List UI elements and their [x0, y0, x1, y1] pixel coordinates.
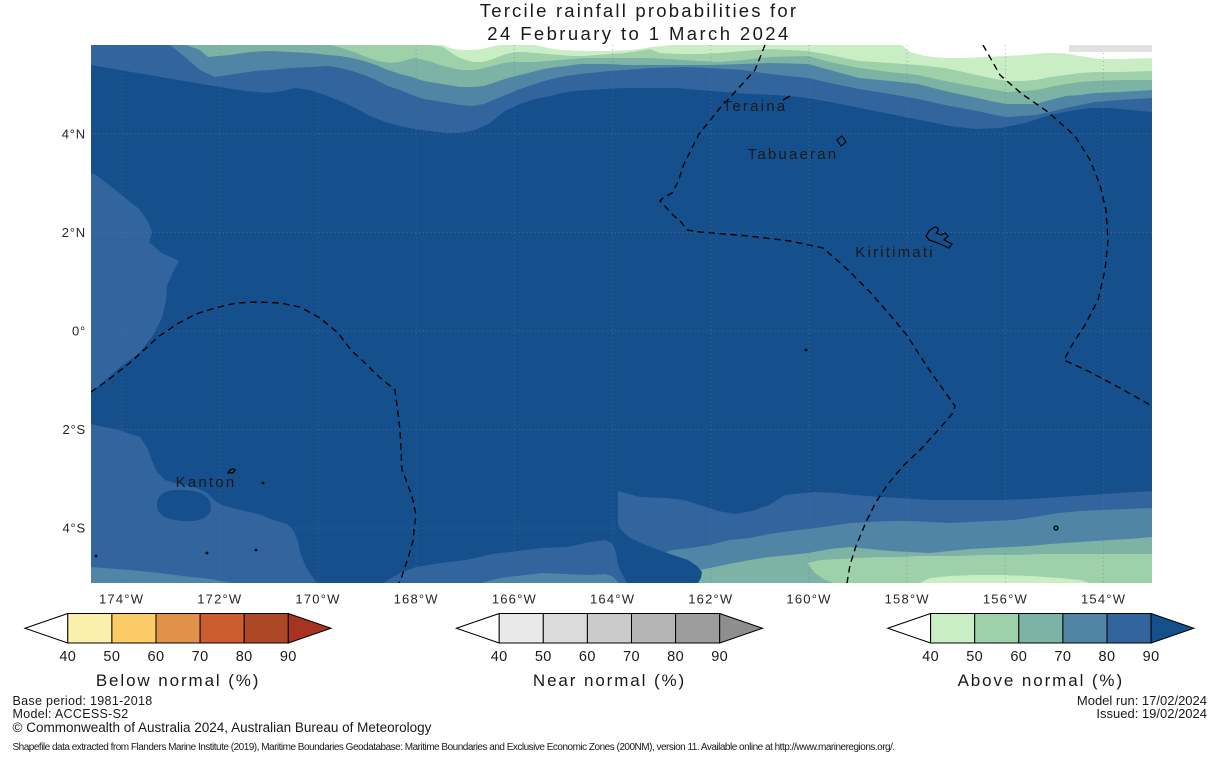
svg-text:© Commonwealth of Australia 20: © Commonwealth of Australia 2024, Austra…	[13, 720, 432, 735]
svg-text:174°W: 174°W	[99, 592, 144, 607]
svg-text:166°W: 166°W	[492, 592, 537, 607]
svg-text:50: 50	[535, 649, 552, 665]
svg-text:156°W: 156°W	[983, 592, 1028, 607]
svg-text:2°N: 2°N	[62, 225, 86, 240]
svg-text:154°W: 154°W	[1081, 592, 1126, 607]
svg-text:Kiritimati: Kiritimati	[855, 244, 935, 261]
svg-text:4°S: 4°S	[63, 521, 87, 536]
svg-text:4°N: 4°N	[62, 127, 86, 142]
svg-text:158°W: 158°W	[885, 592, 930, 607]
svg-text:172°W: 172°W	[197, 592, 242, 607]
svg-text:50: 50	[103, 649, 120, 665]
svg-text:Below normal (%): Below normal (%)	[96, 671, 261, 690]
svg-text:Base period: 1981-2018: Base period: 1981-2018	[13, 694, 153, 708]
svg-text:Model run: 17/02/2024: Model run: 17/02/2024	[1077, 693, 1207, 708]
svg-text:170°W: 170°W	[295, 592, 340, 607]
svg-text:Shapefile data extracted from: Shapefile data extracted from Flanders M…	[13, 742, 895, 753]
svg-text:90: 90	[1143, 649, 1160, 665]
svg-text:60: 60	[1010, 649, 1027, 665]
svg-text:80: 80	[236, 649, 253, 665]
svg-text:Tabuaeran: Tabuaeran	[748, 146, 839, 163]
svg-text:Tercile rainfall probabilities: Tercile rainfall probabilities for	[480, 0, 799, 21]
svg-text:40: 40	[491, 649, 508, 665]
svg-text:0°: 0°	[72, 324, 86, 339]
svg-text:162°W: 162°W	[688, 592, 733, 607]
svg-text:Near normal (%): Near normal (%)	[533, 671, 686, 690]
svg-text:Kanton: Kanton	[176, 474, 237, 491]
svg-text:80: 80	[667, 649, 684, 665]
svg-text:Model: ACCESS-S2: Model: ACCESS-S2	[13, 707, 129, 721]
svg-text:40: 40	[922, 649, 939, 665]
svg-text:Issued: 19/02/2024: Issued: 19/02/2024	[1096, 706, 1207, 721]
svg-text:80: 80	[1099, 649, 1116, 665]
svg-text:2°S: 2°S	[63, 422, 87, 437]
svg-text:Above normal (%): Above normal (%)	[958, 671, 1124, 690]
svg-text:24 February to 1 March 2024: 24 February to 1 March 2024	[487, 23, 790, 44]
svg-text:160°W: 160°W	[786, 592, 831, 607]
svg-text:70: 70	[623, 649, 640, 665]
svg-text:90: 90	[711, 649, 728, 665]
svg-text:40: 40	[59, 649, 76, 665]
svg-text:Teraina: Teraina	[723, 98, 788, 115]
svg-text:60: 60	[148, 649, 165, 665]
svg-text:168°W: 168°W	[394, 592, 439, 607]
svg-text:50: 50	[966, 649, 983, 665]
svg-text:90: 90	[280, 649, 297, 665]
svg-text:60: 60	[579, 649, 596, 665]
svg-text:70: 70	[192, 649, 209, 665]
svg-text:70: 70	[1054, 649, 1071, 665]
svg-text:164°W: 164°W	[590, 592, 635, 607]
